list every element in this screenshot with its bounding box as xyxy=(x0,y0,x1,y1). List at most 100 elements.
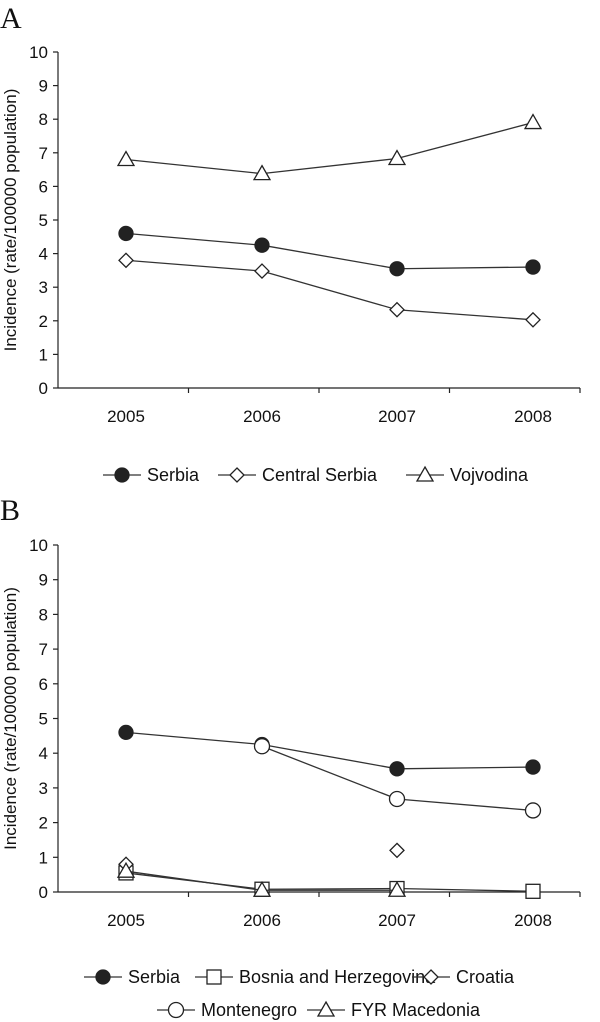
panel-b-bosnia-and-herzegovina-point xyxy=(525,883,541,899)
panel-b-legend: Serbia Bosnia and Herzegovina Croatia Monte… xyxy=(84,967,515,1020)
panel-a-vojvodina-segment xyxy=(125,158,263,175)
panel-b-series-fyr-macedonia xyxy=(116,861,407,897)
legend-marker xyxy=(229,467,245,483)
panel-b-letter: B xyxy=(0,494,20,527)
panel-b-y-tick-label: 4 xyxy=(39,744,48,763)
panel-a-central-serbia-point xyxy=(389,301,405,318)
panel-a-series-central-serbia xyxy=(118,252,541,328)
panel-b-y-tick-label: 0 xyxy=(39,883,48,902)
panel-a-central-serbia-point xyxy=(525,311,541,328)
legend-marker xyxy=(316,1000,336,1017)
panel-a-y-tick-label: 7 xyxy=(39,144,48,163)
panel-a-vojvodina-point xyxy=(252,164,272,181)
panel-b-y-tick-label: 7 xyxy=(39,640,48,659)
panel-a-y-tick-label: 8 xyxy=(39,110,48,129)
panel-b-series-croatia xyxy=(118,842,405,873)
panel-b-y-tick-label: 8 xyxy=(39,605,48,624)
legend-marker xyxy=(415,465,435,482)
legend-label: Croatia xyxy=(456,967,515,987)
panel-b-serbia-point xyxy=(389,761,405,777)
panel-b-x-tick-label: 2008 xyxy=(514,911,552,930)
panel-a-vojvodina-segment xyxy=(261,157,398,175)
legend-label: Serbia xyxy=(128,967,181,987)
legend-item-croatia: Croatia xyxy=(412,967,515,987)
panel-b-montenegro-segment xyxy=(396,798,534,812)
panel-a-legend: Serbia Central Serbia Vojvodina xyxy=(103,465,529,485)
panel-b-serbia-point xyxy=(118,724,134,741)
legend-label: Bosnia and Herzegovina xyxy=(239,967,436,987)
legend-item-vojvodina: Vojvodina xyxy=(406,465,529,485)
panel-b-x-tick-label: 2006 xyxy=(243,911,281,930)
panel-b-x-tick-label: 2005 xyxy=(107,911,145,930)
panel-a-vojvodina-point xyxy=(387,149,407,166)
legend-label: FYR Macedonia xyxy=(351,1000,481,1020)
legend-marker xyxy=(114,467,130,483)
panel-a-series-vojvodina xyxy=(116,113,543,181)
panel-b-bosnia-and-herzegovina-segment xyxy=(261,887,398,890)
panel-b-x-tick-label: 2007 xyxy=(378,911,416,930)
panel-b-serbia-segment xyxy=(396,766,534,770)
panel-a-y-axis-label: Incidence (rate/100000 population) xyxy=(1,89,20,352)
legend-label: Serbia xyxy=(147,465,200,485)
panel-b-serbia-segment xyxy=(261,743,398,770)
panel-a-y-tick-label: 6 xyxy=(39,177,48,196)
panel-b-montenegro-point xyxy=(253,738,271,755)
panel-a-serbia-point xyxy=(118,225,134,242)
panel-a-letter: A xyxy=(0,2,22,35)
panel-a-serbia-point xyxy=(389,261,405,277)
panel-a-vojvodina-point xyxy=(523,113,543,130)
panel-a-series-serbia xyxy=(118,225,541,277)
panel-a-y-tick-label: 5 xyxy=(39,211,48,230)
panel-b-y-tick-label: 2 xyxy=(39,814,48,833)
panel-b-y-tick-label: 1 xyxy=(39,848,48,867)
panel-a-y-tick-label: 3 xyxy=(39,278,48,297)
panel-b-y-tick-label: 3 xyxy=(39,779,48,798)
panel-b-fyr-macedonia-point xyxy=(252,880,272,897)
panel-a-central-serbia-segment xyxy=(125,259,263,272)
panel-a-x-tick-label: 2007 xyxy=(378,407,416,426)
legend-label: Vojvodina xyxy=(450,465,529,485)
panel-b-series-montenegro xyxy=(253,738,542,819)
panel-a-x-tick-label: 2006 xyxy=(243,407,281,426)
legend-marker xyxy=(206,969,222,985)
panel-a-x-tick-label: 2008 xyxy=(514,407,552,426)
panel-a-serbia-segment xyxy=(396,266,534,270)
panel-b-y-tick-label: 6 xyxy=(39,675,48,694)
panel-a-y-tick-label: 9 xyxy=(39,77,48,96)
legend-marker xyxy=(423,969,439,985)
legend-item-serbia: Serbia xyxy=(84,967,181,987)
panel-b-montenegro-segment xyxy=(261,745,398,800)
panel-a-y-tick-label: 10 xyxy=(29,43,48,62)
legend-label: Montenegro xyxy=(201,1000,297,1020)
panel-b-serbia-segment xyxy=(125,731,263,746)
legend-item-fyr-macedonia: FYR Macedonia xyxy=(307,1000,481,1020)
legend-label: Central Serbia xyxy=(262,465,378,485)
panel-a-y-tick-label: 1 xyxy=(39,345,48,364)
panel-b-montenegro-point xyxy=(388,790,406,808)
panel-a-y-tick-label: 4 xyxy=(39,245,48,264)
panel-b-y-tick-label: 10 xyxy=(29,536,48,555)
panel-a-serbia-segment xyxy=(261,244,398,270)
panel-a-x-tick-label: 2005 xyxy=(107,407,145,426)
legend-item-serbia: Serbia xyxy=(103,465,200,485)
legend-item-bosnia-and-herzegovina: Bosnia and Herzegovina xyxy=(195,967,436,987)
panel-a-central-serbia-segment xyxy=(396,309,534,321)
panel-b-serbia-point xyxy=(525,759,541,775)
panel-b-bosnia-and-herzegovina-segment xyxy=(396,887,534,892)
legend-item-central-serbia: Central Serbia xyxy=(218,465,378,485)
panel-b-y-axis-label: Incidence (rate/100000 population) xyxy=(1,587,20,850)
panel-a-central-serbia-point xyxy=(254,263,270,279)
legend-marker xyxy=(95,969,111,985)
panel-a-central-serbia-segment xyxy=(261,270,398,311)
panel-b-fyr-macedonia-segment xyxy=(125,870,263,891)
panel-b-fyr-macedonia-point xyxy=(387,880,407,897)
panel-a-serbia-segment xyxy=(125,232,263,246)
panel-b-croatia-point xyxy=(389,842,405,859)
panel-b-fyr-macedonia-point xyxy=(116,861,136,878)
panel-b-montenegro-point xyxy=(524,802,542,819)
panel-a-central-serbia-point xyxy=(118,252,134,269)
panel-a-vojvodina-point xyxy=(116,150,136,167)
panel-a-y-tick-label: 0 xyxy=(39,379,48,398)
panel-a-vojvodina-segment xyxy=(396,121,534,160)
